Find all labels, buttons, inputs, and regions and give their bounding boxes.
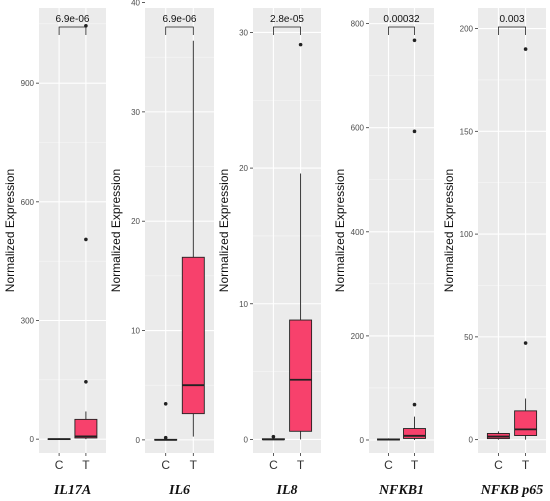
- y-tick-label: 300: [21, 316, 35, 325]
- panel-background: [39, 8, 106, 453]
- y-tick-label: 150: [460, 127, 474, 136]
- p-value-label: 6.9e-06: [163, 14, 197, 25]
- panel-background: [369, 8, 434, 453]
- p-value-label: 0.00032: [383, 14, 420, 25]
- box-iqr: [403, 428, 426, 439]
- box-t: [289, 42, 313, 440]
- x-tick-label: C: [55, 458, 64, 472]
- gene-axis-label: IL17A: [53, 483, 91, 498]
- y-axis-label: Normalized Expression: [3, 169, 17, 292]
- box-t: [403, 38, 426, 440]
- box-t: [514, 47, 538, 440]
- outlier-point: [412, 129, 417, 134]
- y-axis-label: Normalized Expression: [217, 169, 231, 292]
- y-tick-label: 800: [351, 20, 365, 29]
- y-tick-label: 40: [131, 0, 140, 8]
- x-tick-label: T: [190, 458, 198, 472]
- y-tick-label: 50: [464, 333, 473, 342]
- gene-axis-label: IL8: [276, 483, 298, 498]
- p-value-label: 0.003: [499, 14, 524, 25]
- outlier-point: [412, 38, 417, 43]
- box-t: [74, 24, 98, 440]
- panel-background: [478, 8, 546, 453]
- box-iqr: [74, 418, 98, 439]
- outlier-point: [271, 434, 276, 439]
- outlier-point: [523, 341, 528, 345]
- p-value-label: 2.8e-05: [270, 14, 304, 25]
- gene-axis-label: IL6: [168, 483, 190, 498]
- outlier-point: [298, 42, 303, 47]
- y-tick-label: 0: [136, 436, 141, 445]
- box-iqr: [514, 410, 538, 436]
- y-tick-label: 20: [131, 217, 140, 226]
- y-tick-label: 0: [244, 435, 249, 444]
- y-tick-label: 30: [131, 108, 140, 117]
- box-iqr: [289, 319, 313, 432]
- box-t: [181, 40, 205, 437]
- chart-panel-4: 0 200 400 600 800 0.00032 C T NFKB1 Normalized Ex…: [333, 8, 434, 498]
- x-tick-label: T: [522, 458, 530, 472]
- outlier-point: [412, 402, 417, 407]
- outlier-point: [163, 435, 168, 440]
- y-tick-label: 200: [460, 25, 474, 34]
- y-tick-label: 400: [351, 228, 365, 237]
- y-tick-label: 600: [351, 124, 365, 133]
- y-tick-label: 0: [30, 435, 35, 444]
- y-tick-label: 0: [360, 436, 365, 445]
- significance-bracket: [58, 26, 87, 35]
- box-c: [377, 438, 400, 441]
- box-c: [154, 401, 178, 441]
- y-tick-label: 600: [21, 198, 35, 207]
- p-value-label: 6.9e-06: [56, 14, 90, 25]
- x-tick-label: C: [161, 458, 170, 472]
- box-iqr: [181, 256, 205, 415]
- x-tick-label: T: [411, 458, 419, 472]
- y-tick-label: 100: [460, 230, 474, 239]
- box-c: [486, 431, 510, 440]
- y-tick-label: 10: [239, 300, 248, 309]
- y-tick-label: 10: [131, 327, 140, 336]
- y-axis-label: Normalized Expression: [109, 169, 123, 292]
- significance-bracket: [273, 26, 301, 35]
- y-axis-label: Normalized Expression: [333, 169, 347, 292]
- box-c: [261, 434, 285, 441]
- significance-bracket: [498, 26, 526, 35]
- chart-panel-5: 0 50 100 150 200 0.003 C T NFKB p65 Normalized Ex…: [442, 8, 546, 498]
- y-tick-label: 900: [21, 79, 35, 88]
- chart-panel-3: 0 10 20 30 2.8e-05 C T IL8 Normalized Expression: [217, 8, 321, 498]
- x-tick-label: T: [297, 458, 305, 472]
- chart-panel-1: 0 300 600 900 6.9e-06 C T IL17A Normalized Expre…: [3, 8, 106, 498]
- gene-axis-label: NFKB p65: [480, 483, 544, 498]
- x-tick-label: C: [494, 458, 503, 472]
- y-axis-label: Normalized Expression: [442, 169, 456, 292]
- x-tick-label: C: [269, 458, 278, 472]
- gene-axis-label: NFKB1: [378, 483, 424, 498]
- outlier-point: [84, 380, 88, 384]
- x-tick-label: T: [82, 458, 90, 472]
- y-tick-label: 200: [351, 332, 365, 341]
- significance-bracket: [165, 26, 194, 35]
- y-tick-label: 0: [469, 436, 474, 445]
- outlier-point: [523, 47, 528, 51]
- significance-bracket: [388, 26, 415, 35]
- y-tick-label: 20: [239, 164, 248, 173]
- box-c: [47, 438, 71, 441]
- outlier-point: [163, 401, 168, 406]
- outlier-point: [84, 237, 88, 242]
- x-tick-label: C: [384, 458, 393, 472]
- y-tick-label: 30: [239, 28, 248, 37]
